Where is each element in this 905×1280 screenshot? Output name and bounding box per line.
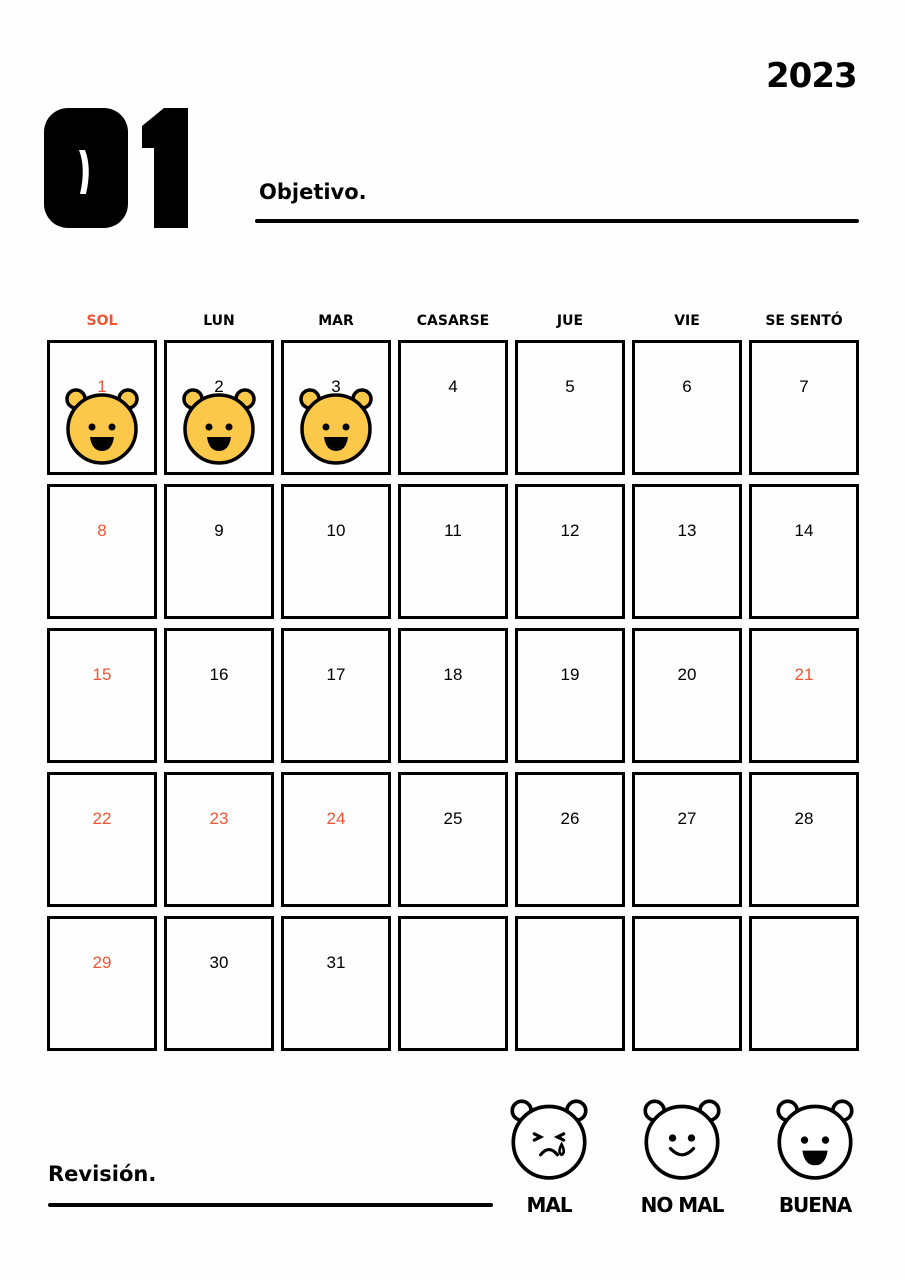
day-number: 7 <box>799 377 809 396</box>
day-cell[interactable]: 25 <box>398 772 508 907</box>
mood-option: NO MAL <box>627 1096 737 1217</box>
day-number: 24 <box>326 809 346 828</box>
day-number: 23 <box>209 809 229 828</box>
happy-bear-icon <box>296 385 376 470</box>
day-number: 11 <box>444 521 462 540</box>
day-number: 29 <box>92 953 112 972</box>
day-number: 12 <box>560 521 580 540</box>
weekday-header: SE SENTÓ <box>765 313 843 329</box>
weekday-header: JUE <box>556 313 584 329</box>
day-cell[interactable]: 4 <box>398 340 508 475</box>
day-cell[interactable]: 26 <box>515 772 625 907</box>
goal-line[interactable] <box>255 219 859 223</box>
day-cell[interactable] <box>515 916 625 1051</box>
day-cell[interactable]: 13 <box>632 484 742 619</box>
weekday-header: LUN <box>203 313 235 329</box>
day-cell[interactable]: 5 <box>515 340 625 475</box>
day-cell[interactable]: 31 <box>281 916 391 1051</box>
day-cell[interactable]: 14 <box>749 484 859 619</box>
day-number: 22 <box>92 809 112 828</box>
day-cell[interactable] <box>749 916 859 1051</box>
day-number: 25 <box>443 809 463 828</box>
day-cell[interactable]: 3 <box>281 340 391 475</box>
day-cell[interactable]: 19 <box>515 628 625 763</box>
day-cell[interactable]: 6 <box>632 340 742 475</box>
happy-bear-icon <box>179 385 259 470</box>
day-number: 20 <box>677 665 697 684</box>
day-number: 19 <box>560 665 580 684</box>
day-number: 4 <box>448 377 458 396</box>
day-number: 10 <box>326 521 346 540</box>
day-number: 21 <box>794 665 814 684</box>
crying-bear-icon <box>494 1096 604 1185</box>
mood-label: BUENA <box>778 1193 852 1217</box>
weekday-header: MAR <box>318 313 354 329</box>
laughing-bear-icon <box>760 1096 870 1185</box>
day-cell[interactable] <box>398 916 508 1051</box>
day-cell[interactable]: 12 <box>515 484 625 619</box>
day-number: 28 <box>794 809 814 828</box>
month-number-graphic <box>42 106 192 235</box>
smiling-bear-icon <box>627 1096 737 1185</box>
day-number: 13 <box>677 521 697 540</box>
year: 2023 <box>766 56 858 96</box>
day-number: 8 <box>97 521 107 540</box>
day-cell[interactable]: 10 <box>281 484 391 619</box>
mood-option: BUENA <box>760 1096 870 1217</box>
weekday-header: CASARSE <box>416 313 490 329</box>
day-cell[interactable]: 2 <box>164 340 274 475</box>
day-number: 18 <box>443 665 463 684</box>
day-cell[interactable]: 24 <box>281 772 391 907</box>
day-number: 5 <box>565 377 575 396</box>
day-number: 1 <box>97 377 107 396</box>
day-cell[interactable]: 1 <box>47 340 157 475</box>
day-number: 26 <box>560 809 580 828</box>
review-line[interactable] <box>48 1203 493 1207</box>
day-number: 16 <box>209 665 229 684</box>
day-cell[interactable]: 17 <box>281 628 391 763</box>
day-number: 17 <box>326 665 346 684</box>
day-cell[interactable]: 29 <box>47 916 157 1051</box>
day-cell[interactable]: 11 <box>398 484 508 619</box>
mood-option: MAL <box>494 1096 604 1217</box>
day-cell[interactable] <box>632 916 742 1051</box>
day-cell[interactable]: 30 <box>164 916 274 1051</box>
day-number: 27 <box>677 809 697 828</box>
day-cell[interactable]: 28 <box>749 772 859 907</box>
day-cell[interactable]: 22 <box>47 772 157 907</box>
day-number: 31 <box>326 953 346 972</box>
day-cell[interactable]: 21 <box>749 628 859 763</box>
day-cell[interactable]: 20 <box>632 628 742 763</box>
mood-label: MAL <box>526 1193 572 1217</box>
weekday-header: SOL <box>86 313 118 329</box>
mood-label: NO MAL <box>640 1193 725 1217</box>
day-cell[interactable]: 8 <box>47 484 157 619</box>
day-number: 6 <box>682 377 692 396</box>
weekday-header: VIE <box>674 313 700 329</box>
day-cell[interactable]: 7 <box>749 340 859 475</box>
happy-bear-icon <box>62 385 142 470</box>
day-cell[interactable]: 18 <box>398 628 508 763</box>
goal-label: Objetivo. <box>259 180 367 204</box>
review-label: Revisión. <box>48 1162 157 1186</box>
day-number: 15 <box>92 665 112 684</box>
day-cell[interactable]: 16 <box>164 628 274 763</box>
day-cell[interactable]: 15 <box>47 628 157 763</box>
day-cell[interactable]: 9 <box>164 484 274 619</box>
day-number: 30 <box>209 953 229 972</box>
day-number: 2 <box>214 377 224 396</box>
day-cell[interactable]: 27 <box>632 772 742 907</box>
day-number: 9 <box>214 521 224 540</box>
day-number: 14 <box>794 521 814 540</box>
day-number: 3 <box>331 377 341 396</box>
day-cell[interactable]: 23 <box>164 772 274 907</box>
